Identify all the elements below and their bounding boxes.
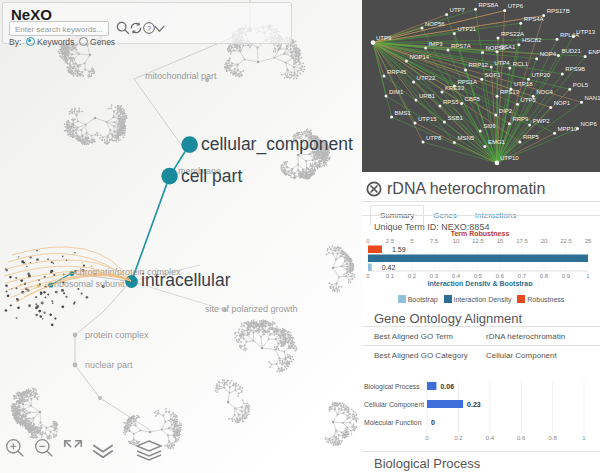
svg-text:RPS9B: RPS9B (565, 66, 585, 72)
svg-text:Molecular Function: Molecular Function (364, 419, 422, 426)
svg-text:RPS5: RPS5 (443, 99, 459, 105)
svg-text:NOP1: NOP1 (554, 100, 571, 106)
svg-text:0.42: 0.42 (382, 264, 396, 271)
svg-text:0.8: 0.8 (548, 435, 557, 441)
svg-text:1.59: 1.59 (392, 246, 406, 253)
svg-text:SSA1: SSA1 (500, 44, 516, 50)
svg-text:22.5: 22.5 (560, 238, 572, 244)
svg-text:0: 0 (425, 435, 429, 441)
svg-text:0.9: 0.9 (562, 273, 571, 279)
svg-text:0.4: 0.4 (452, 273, 461, 279)
svg-text:UTP6: UTP6 (508, 3, 524, 9)
svg-text:Term Robustness: Term Robustness (451, 230, 510, 237)
svg-text:0.6: 0.6 (517, 435, 526, 441)
svg-text:UTP4: UTP4 (494, 60, 510, 66)
svg-text:Cellular Component: Cellular Component (364, 401, 424, 409)
svg-text:SOF1: SOF1 (485, 72, 501, 78)
svg-text:DIP2: DIP2 (499, 108, 513, 114)
svg-text:cellular_component: cellular_component (201, 134, 353, 155)
svg-text:site of polarized growth: site of polarized growth (205, 304, 298, 314)
svg-text:0.6: 0.6 (496, 273, 505, 279)
svg-text:RPS17B: RPS17B (547, 8, 570, 14)
svg-text:UTP22: UTP22 (417, 75, 436, 81)
svg-text:EMG1: EMG1 (488, 139, 506, 145)
svg-text:RRP9: RRP9 (512, 116, 529, 122)
svg-text:Biological Process: Biological Process (364, 383, 420, 391)
svg-text:CBF5: CBF5 (465, 96, 481, 102)
svg-text:12.5: 12.5 (472, 238, 484, 244)
svg-text:20: 20 (541, 238, 548, 244)
svg-text:UTP18: UTP18 (514, 81, 533, 87)
svg-text:RPS13: RPS13 (500, 89, 520, 95)
svg-text:UTP13: UTP13 (576, 29, 595, 35)
svg-text:NOP4: NOP4 (540, 51, 557, 57)
svg-text:KRE33: KRE33 (445, 85, 465, 91)
svg-text:0.4: 0.4 (486, 435, 495, 441)
svg-text:intracellular: intracellular (141, 270, 231, 290)
svg-text:RCL1: RCL1 (513, 61, 529, 67)
svg-text:HSC82: HSC82 (522, 37, 542, 43)
svg-text:MPP10: MPP10 (558, 126, 578, 132)
svg-text:IMP3: IMP3 (429, 41, 444, 47)
svg-text:0: 0 (431, 419, 435, 426)
svg-text:RPS1A: RPS1A (457, 79, 477, 85)
svg-text:0.2: 0.2 (408, 273, 417, 279)
svg-text:UTP15: UTP15 (418, 116, 437, 122)
svg-text:UTP21: UTP21 (457, 26, 476, 32)
svg-text:SI06: SI06 (483, 123, 496, 129)
svg-text:UTP20: UTP20 (532, 72, 551, 78)
svg-text:RPS8A: RPS8A (479, 2, 499, 8)
svg-text:1: 1 (582, 435, 586, 441)
svg-text:0: 0 (366, 273, 370, 279)
svg-text:UTP5: UTP5 (521, 97, 537, 103)
svg-text:0.2: 0.2 (454, 435, 463, 441)
svg-text:BUD21: BUD21 (561, 48, 581, 54)
svg-text:0.8: 0.8 (540, 273, 549, 279)
svg-text:10: 10 (453, 238, 460, 244)
svg-text:SSB1: SSB1 (447, 115, 463, 121)
svg-text:UTP8: UTP8 (426, 135, 442, 141)
svg-text:0.23: 0.23 (467, 401, 481, 408)
svg-text:RRP12: RRP12 (469, 62, 489, 68)
svg-text:cell part: cell part (181, 166, 242, 186)
svg-text:UTP9: UTP9 (376, 35, 392, 41)
svg-text:RPS22A: RPS22A (501, 31, 524, 37)
svg-text:0.5: 0.5 (474, 273, 483, 279)
svg-text:BMS1: BMS1 (395, 110, 412, 116)
svg-text:RPS4A: RPS4A (524, 16, 544, 22)
svg-text:15: 15 (497, 238, 504, 244)
svg-text:mitochondrial part: mitochondrial part (145, 71, 217, 81)
svg-text:5: 5 (410, 238, 414, 244)
svg-text:17.5: 17.5 (516, 238, 528, 244)
svg-text:0.3: 0.3 (430, 273, 439, 279)
svg-text:UTP7: UTP7 (450, 7, 466, 13)
svg-text:0: 0 (366, 238, 370, 244)
svg-text:7.5: 7.5 (430, 238, 439, 244)
svg-text:NOP14: NOP14 (409, 54, 429, 60)
svg-text:ENP1: ENP1 (588, 49, 600, 55)
svg-text:Interaction Density & Bootstra: Interaction Density & Bootstrap (427, 280, 532, 287)
svg-text:protein complex: protein complex (85, 330, 149, 340)
svg-text:NAN1: NAN1 (585, 95, 600, 101)
svg-text:0.7: 0.7 (518, 273, 527, 279)
svg-text:RRP45: RRP45 (387, 69, 407, 75)
svg-text:2.5: 2.5 (386, 238, 395, 244)
svg-text:NOP56: NOP56 (425, 21, 445, 27)
svg-text:0.06: 0.06 (440, 383, 454, 390)
svg-text:1: 1 (586, 273, 590, 279)
svg-text:NOP6: NOP6 (581, 121, 598, 127)
svg-text:PWP2: PWP2 (533, 118, 551, 124)
svg-text:MSN5: MSN5 (457, 135, 474, 141)
svg-text:RPS7A: RPS7A (451, 43, 471, 49)
svg-text:DIM1: DIM1 (389, 89, 404, 95)
svg-text:25: 25 (585, 238, 592, 244)
svg-text:nuclear part: nuclear part (85, 360, 133, 370)
svg-text:?: ? (147, 25, 151, 32)
svg-text:URB1: URB1 (419, 93, 436, 99)
svg-text:RRP5: RRP5 (523, 134, 540, 140)
svg-text:NOC4: NOC4 (536, 89, 553, 95)
svg-text:UTP10: UTP10 (500, 155, 519, 161)
svg-text:POL5: POL5 (573, 82, 589, 88)
svg-text:0.1: 0.1 (386, 273, 395, 279)
